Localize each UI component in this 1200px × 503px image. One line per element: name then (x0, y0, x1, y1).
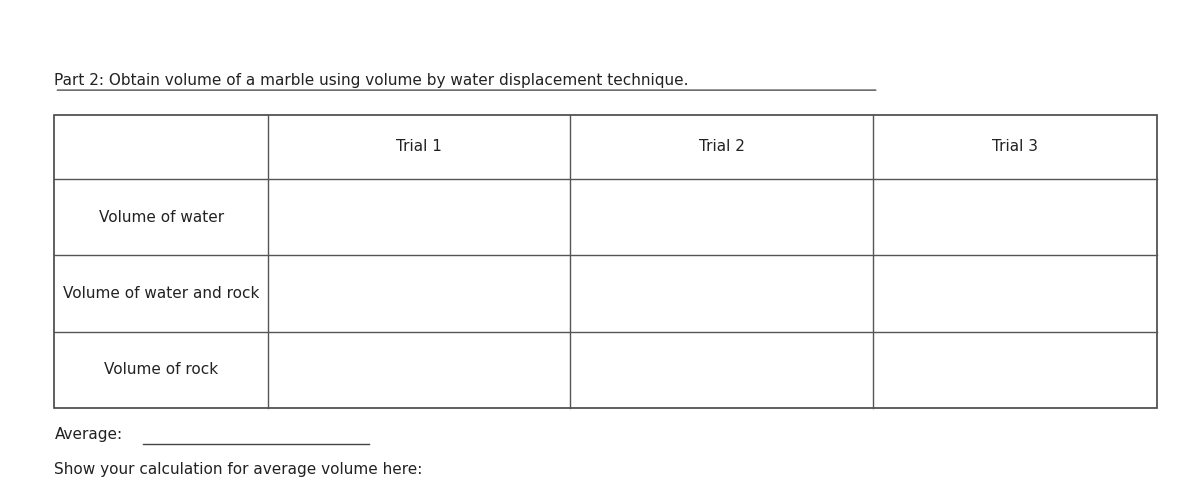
Text: Trial 3: Trial 3 (992, 139, 1038, 154)
Text: Trial 1: Trial 1 (396, 139, 442, 154)
Bar (54, 115, 1158, 408)
Text: Volume of water and rock: Volume of water and rock (62, 286, 259, 301)
Text: Show your calculation for average volume here:: Show your calculation for average volume… (54, 462, 422, 477)
Text: Part 2: Obtain volume of a marble using volume by water displacement technique.: Part 2: Obtain volume of a marble using … (54, 72, 689, 88)
Text: Average:: Average: (54, 428, 122, 443)
Text: Volume of rock: Volume of rock (104, 362, 218, 377)
Text: Trial 2: Trial 2 (698, 139, 744, 154)
Text: Volume of water: Volume of water (98, 210, 223, 225)
